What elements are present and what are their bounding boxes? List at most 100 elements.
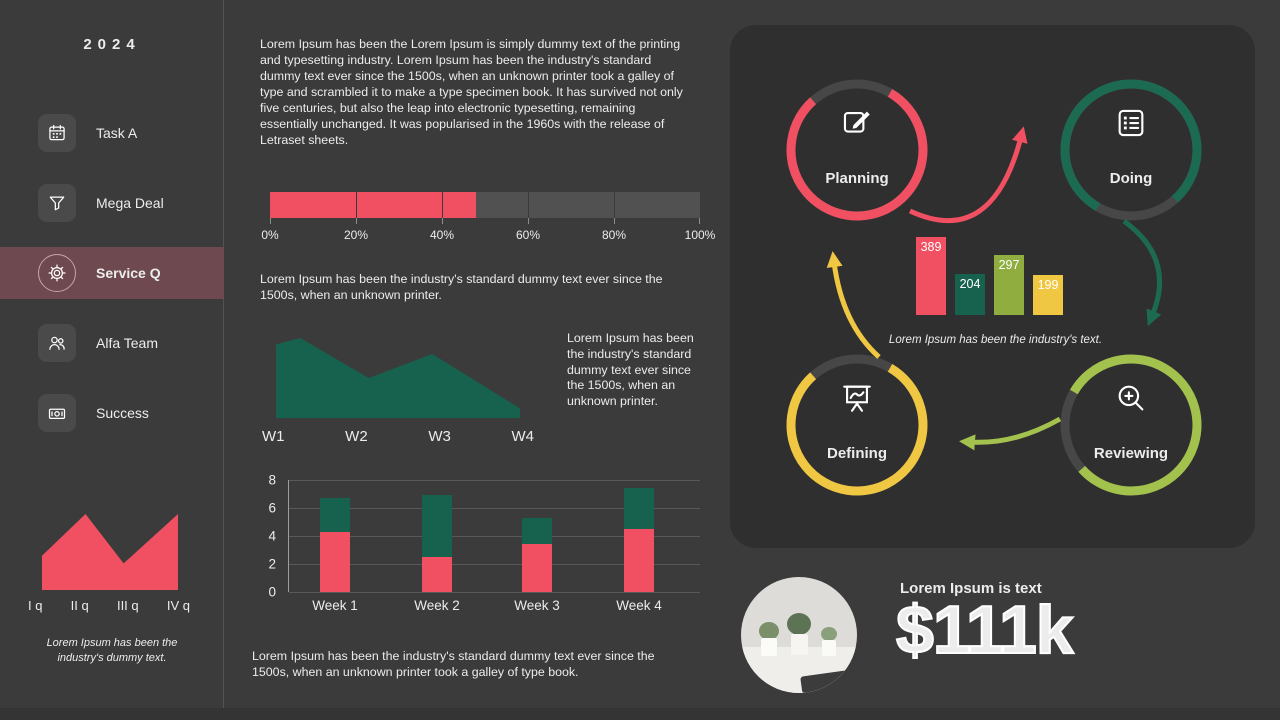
axis-label: W3 xyxy=(428,428,451,445)
axis-label: 80% xyxy=(601,228,627,242)
arrow-defining-to-center xyxy=(826,251,881,359)
defining-ring xyxy=(786,354,928,496)
edit-icon xyxy=(843,111,870,133)
cycle-node-label: Reviewing xyxy=(1093,445,1169,462)
cycle-panel: Planning Doing xyxy=(730,25,1255,548)
photo-plants xyxy=(741,577,857,693)
quarterly-area-chart xyxy=(42,514,178,590)
gridline xyxy=(289,592,700,593)
gridline xyxy=(289,480,700,481)
progress-track xyxy=(270,192,700,218)
people-icon xyxy=(38,324,76,362)
zoom-plus-icon xyxy=(1118,385,1144,411)
sidebar-item-label: Service Q xyxy=(96,265,161,281)
cycle-node-reviewing: Reviewing xyxy=(1051,345,1211,505)
year-title: 2024 xyxy=(83,36,141,53)
footer-paragraph: Lorem Ipsum has been the industry's stan… xyxy=(252,649,655,679)
gridline xyxy=(289,508,700,509)
sidebar-item-task-a[interactable]: Task A xyxy=(0,107,224,159)
paragraph-2: Lorem Ipsum has been the industry's stan… xyxy=(260,272,663,302)
axis-label: 20% xyxy=(343,228,369,242)
planning-ring xyxy=(786,79,928,221)
calendar-icon xyxy=(38,114,76,152)
intro-paragraph: Lorem Ipsum has been the Lorem Ipsum is … xyxy=(260,37,683,147)
stacked-bar-chart: 0 2 4 6 8 Week 1 Week 2 Week 3 Week 4 xyxy=(258,473,703,630)
arrow-doing-to-reviewing xyxy=(1122,218,1162,327)
axis-label: W4 xyxy=(511,428,534,445)
cycle-bar-value: 389 xyxy=(920,240,942,254)
stacked-plot: Week 1 Week 2 Week 3 Week 4 xyxy=(288,480,700,613)
sidebar-item-success[interactable]: Success xyxy=(0,387,224,439)
axis-label: 40% xyxy=(429,228,455,242)
cycle-node-label: Defining xyxy=(827,445,887,462)
gear-icon xyxy=(38,254,76,292)
kpi-label: Lorem Ipsum is text xyxy=(900,580,1042,597)
x-tick-label: Week 2 xyxy=(414,598,460,613)
reviewing-ring xyxy=(1060,354,1202,496)
sidebar-item-alfa-team[interactable]: Alfa Team xyxy=(0,317,224,369)
axis-label: 0% xyxy=(261,228,279,242)
arrow-reviewing-to-defining xyxy=(959,416,1062,451)
cycle-node-defining: Defining xyxy=(777,345,937,505)
sidebar-item-service-q[interactable]: Service Q xyxy=(0,247,224,299)
cycle-node-doing: Doing xyxy=(1051,70,1211,230)
funnel-icon xyxy=(38,184,76,222)
progress-chart: 0% 20% 40% 60% 80% 100% xyxy=(261,192,715,244)
cycle-bar-value: 204 xyxy=(959,277,981,291)
stacked-bar xyxy=(624,488,654,592)
progress-fill xyxy=(270,192,477,218)
y-tick-label: 8 xyxy=(268,472,276,488)
presentation-icon xyxy=(843,385,871,412)
axis-label: W1 xyxy=(262,428,285,445)
axis-label: W2 xyxy=(345,428,368,445)
sidebar-item-label: Mega Deal xyxy=(96,195,164,211)
progress-axis-labels: 0% 20% 40% 60% 80% 100% xyxy=(261,228,715,244)
quarter-axis-labels: I q II q III q IV q xyxy=(28,598,190,613)
y-tick-label: 6 xyxy=(268,500,276,516)
sidebar-item-label: Success xyxy=(96,405,149,421)
sidebar: 2024 Task A xyxy=(0,0,224,720)
stacked-bar xyxy=(422,495,452,592)
bottom-bar xyxy=(0,708,1280,720)
cycle-caption: Lorem Ipsum has been the industry's text… xyxy=(888,334,1103,346)
side-note: Lorem Ipsum has been the industry's stan… xyxy=(567,331,694,409)
sidebar-caption: Lorem Ipsum has been the industry's dumm… xyxy=(46,637,178,664)
sidebar-item-label: Task A xyxy=(96,125,138,141)
axis-label: I q xyxy=(28,598,43,613)
axis-label: 100% xyxy=(684,228,716,242)
doing-ring xyxy=(1060,79,1202,221)
stacked-bar xyxy=(320,498,350,592)
cycle-bar-value: 199 xyxy=(1037,278,1059,292)
money-icon xyxy=(38,394,76,432)
stacked-y-axis: 0 2 4 6 8 xyxy=(258,473,280,600)
week-axis-labels: W1 W2 W3 W4 xyxy=(262,428,534,445)
y-tick-label: 0 xyxy=(268,584,276,600)
y-tick-label: 4 xyxy=(268,528,276,544)
gridline xyxy=(289,536,700,537)
axis-label: IV q xyxy=(166,598,190,613)
cycle-bar-value: 297 xyxy=(998,258,1020,272)
weekly-area-chart xyxy=(276,338,520,418)
y-tick-label: 2 xyxy=(268,556,276,572)
cycle-bar: 199 xyxy=(1033,275,1063,315)
cycle-bar: 389 xyxy=(916,237,946,315)
gridline xyxy=(289,564,700,565)
sidebar-item-mega-deal[interactable]: Mega Deal xyxy=(0,177,224,229)
kpi-value: $111k xyxy=(895,592,1075,668)
x-tick-label: Week 1 xyxy=(312,598,358,613)
progress-ticks xyxy=(270,218,700,225)
axis-label: III q xyxy=(116,598,139,613)
checklist-icon xyxy=(1118,109,1144,137)
cycle-node-label: Doing xyxy=(1109,170,1153,187)
cycle-bar: 297 xyxy=(994,255,1024,315)
sidebar-menu: Task A Mega Deal Servi xyxy=(0,107,224,457)
cycle-node-planning: Planning xyxy=(777,70,937,230)
axis-label: 60% xyxy=(515,228,541,242)
x-tick-label: Week 3 xyxy=(514,598,560,613)
sidebar-item-label: Alfa Team xyxy=(96,335,158,351)
x-tick-label: Week 4 xyxy=(616,598,662,613)
stacked-bar xyxy=(522,517,552,592)
axis-label: II q xyxy=(70,598,89,613)
cycle-node-label: Planning xyxy=(825,170,889,187)
